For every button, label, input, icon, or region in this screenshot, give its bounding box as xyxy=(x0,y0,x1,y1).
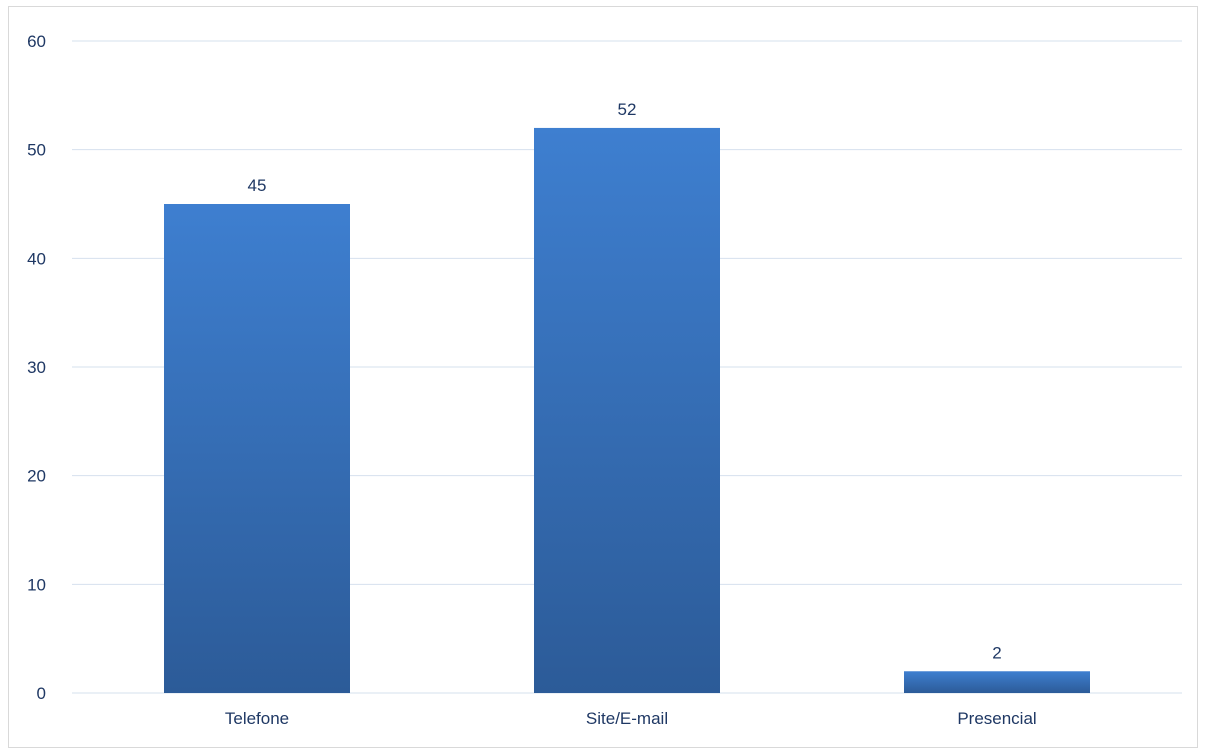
y-tick-label-5: 50 xyxy=(27,141,46,160)
category-label-2: Presencial xyxy=(957,709,1036,728)
y-tick-label-1: 10 xyxy=(27,575,46,594)
x-axis-category-labels: Telefone Site/E-mail Presencial xyxy=(225,709,1037,728)
category-label-0: Telefone xyxy=(225,709,289,728)
category-label-1: Site/E-mail xyxy=(586,709,668,728)
bar-2 xyxy=(904,671,1090,693)
bar-1 xyxy=(534,127,720,693)
y-tick-label-4: 40 xyxy=(27,249,46,268)
y-axis-tick-labels: 0 10 20 30 40 50 60 xyxy=(27,32,46,703)
data-label-1: 52 xyxy=(618,100,637,119)
data-label-0: 45 xyxy=(248,176,267,195)
data-label-2: 2 xyxy=(992,643,1001,662)
y-tick-label-0: 0 xyxy=(37,684,46,703)
bars xyxy=(164,127,1090,693)
y-tick-label-2: 20 xyxy=(27,467,46,486)
y-tick-label-6: 60 xyxy=(27,32,46,51)
bar-0 xyxy=(164,204,350,693)
data-labels: 45 52 2 xyxy=(248,100,1002,662)
y-tick-label-3: 30 xyxy=(27,358,46,377)
